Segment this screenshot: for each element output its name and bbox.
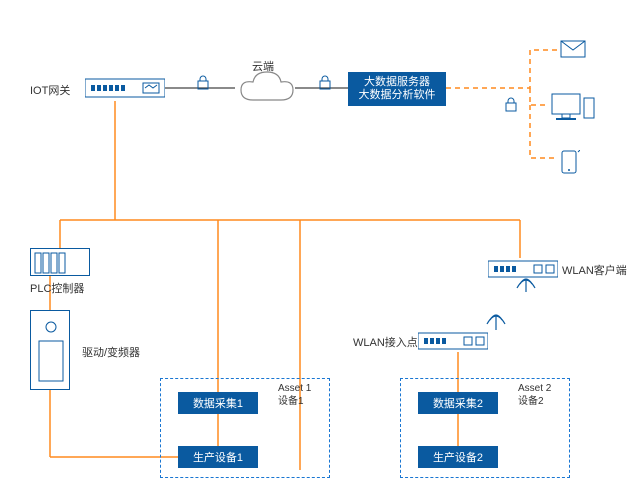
iot-gateway-label: IOT网关 bbox=[30, 82, 70, 98]
iot-gateway-device bbox=[85, 75, 165, 101]
wlan-client-device bbox=[488, 258, 558, 280]
wlan-client-label: WLAN客户端 bbox=[562, 262, 627, 278]
lock-icon bbox=[504, 96, 518, 117]
bigdata-server-box: 大数据服务器 大数据分析软件 bbox=[348, 72, 446, 106]
lock-icon bbox=[196, 74, 210, 95]
tablet-icon bbox=[560, 150, 580, 181]
asset2-en: Asset 2 bbox=[518, 383, 551, 394]
bigdata-line1: 大数据服务器 bbox=[364, 76, 430, 89]
asset1-label: Asset 1 设备1 bbox=[278, 382, 311, 408]
asset2-cn: 设备2 bbox=[518, 396, 544, 407]
drive-label: 驱动/变频器 bbox=[82, 344, 140, 360]
asset2-label: Asset 2 设备2 bbox=[518, 382, 551, 408]
drive-inverter bbox=[30, 310, 70, 390]
cloud-label: 云端 bbox=[252, 58, 274, 74]
daq1-box: 数据采集1 bbox=[178, 392, 258, 414]
bigdata-line2: 大数据分析软件 bbox=[359, 89, 436, 102]
plc-label: PLC控制器 bbox=[30, 280, 84, 296]
pc-icon bbox=[550, 92, 596, 129]
mail-icon bbox=[560, 40, 586, 63]
prod2-box: 生产设备2 bbox=[418, 446, 498, 468]
lock-icon bbox=[318, 74, 332, 95]
plc-controller bbox=[30, 248, 90, 276]
cloud-icon bbox=[235, 70, 295, 113]
prod1-box: 生产设备1 bbox=[178, 446, 258, 468]
asset1-cn: 设备1 bbox=[278, 396, 304, 407]
diagram-canvas: IOT网关 云端 大数据服务器 大数据分析软件 PLC控制器 驱动/变频器 WL… bbox=[0, 0, 640, 500]
daq2-box: 数据采集2 bbox=[418, 392, 498, 414]
wlan-ap-device bbox=[418, 330, 488, 352]
wlan-ap-label: WLAN接入点 bbox=[353, 334, 418, 350]
asset1-en: Asset 1 bbox=[278, 383, 311, 394]
